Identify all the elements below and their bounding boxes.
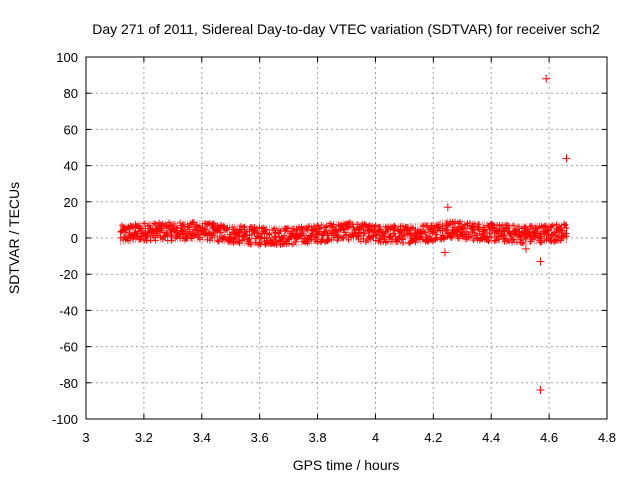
- y-tick-label: -100: [52, 412, 78, 427]
- data-point: [391, 222, 398, 229]
- outlier-point: [562, 154, 571, 163]
- data-point: [440, 234, 447, 241]
- x-axis-label: GPS time / hours: [293, 457, 400, 473]
- data-point: [284, 224, 291, 231]
- outlier-point: [536, 386, 545, 395]
- x-tick-label: 3.4: [193, 430, 211, 445]
- data-point: [128, 223, 135, 230]
- data-series-sch2: [117, 74, 571, 395]
- outlier-point: [521, 244, 530, 253]
- y-tick-label: -40: [59, 303, 78, 318]
- data-point: [218, 229, 225, 236]
- data-point: [334, 237, 341, 244]
- data-point: [235, 238, 242, 245]
- data-point: [544, 227, 551, 234]
- x-tick-label: 4.4: [482, 430, 500, 445]
- y-axis-label: SDTVAR / TECUs: [6, 182, 22, 294]
- y-tick-label: 100: [56, 50, 78, 65]
- data-point: [537, 239, 544, 246]
- data-point: [515, 223, 522, 230]
- x-tick-label: 3.6: [251, 430, 269, 445]
- data-point: [185, 224, 192, 231]
- data-point: [292, 239, 299, 246]
- data-point: [180, 221, 187, 228]
- data-point: [510, 236, 517, 243]
- data-point: [445, 221, 452, 228]
- x-tick-label: 3.8: [309, 430, 327, 445]
- data-point: [455, 235, 462, 242]
- y-tick-label: 0: [71, 231, 78, 246]
- x-tick-label: 4.8: [598, 430, 616, 445]
- y-tick-label: -80: [59, 376, 78, 391]
- data-point: [376, 226, 383, 233]
- data-point: [460, 224, 467, 231]
- x-tick-label: 4: [372, 430, 379, 445]
- data-point: [428, 236, 435, 243]
- data-point: [170, 221, 177, 228]
- y-tick-label: -60: [59, 340, 78, 355]
- data-point: [151, 220, 158, 227]
- x-tick-label: 3: [82, 430, 89, 445]
- outlier-point: [542, 74, 551, 83]
- data-point: [468, 233, 475, 240]
- data-point: [408, 225, 415, 232]
- axis-ticks: 3 3.2 3.4 3.6 3.8 4 4.2 4.4 4.6 4.8 -100 -80 -60 -40 -…: [52, 50, 616, 445]
- data-point: [146, 222, 153, 229]
- data-point: [421, 228, 428, 235]
- data-point: [255, 229, 262, 236]
- y-tick-label: 60: [64, 122, 78, 137]
- y-tick-label: 80: [64, 86, 78, 101]
- data-point: [482, 229, 489, 236]
- data-point: [520, 240, 527, 247]
- data-point: [151, 234, 158, 241]
- data-point: [304, 240, 311, 247]
- data-point: [485, 237, 492, 244]
- y-tick-label: 20: [64, 195, 78, 210]
- chart-title: Day 271 of 2011, Sidereal Day-to-day VTE…: [92, 21, 600, 37]
- data-point: [562, 222, 569, 229]
- data-point: [510, 222, 517, 229]
- x-tick-label: 3.2: [135, 430, 153, 445]
- data-point: [215, 238, 222, 245]
- data-point: [391, 230, 398, 237]
- data-point: [559, 227, 566, 234]
- data-point: [549, 222, 556, 229]
- data-point: [270, 240, 277, 247]
- data-point: [240, 224, 247, 231]
- data-point: [435, 221, 442, 228]
- data-point: [141, 220, 148, 227]
- outlier-point: [536, 257, 545, 266]
- data-point: [475, 221, 482, 228]
- outlier-point: [440, 248, 449, 257]
- data-point: [339, 235, 346, 242]
- data-point: [455, 220, 462, 227]
- y-tick-label: -20: [59, 267, 78, 282]
- data-point: [369, 233, 376, 240]
- data-point: [443, 226, 450, 233]
- data-point: [525, 226, 532, 233]
- y-tick-label: 40: [64, 159, 78, 174]
- data-point: [374, 231, 381, 238]
- outlier-point: [443, 203, 452, 212]
- data-point: [277, 228, 284, 235]
- x-tick-label: 4.2: [424, 430, 442, 445]
- x-tick-label: 4.6: [540, 430, 558, 445]
- data-point: [272, 234, 279, 241]
